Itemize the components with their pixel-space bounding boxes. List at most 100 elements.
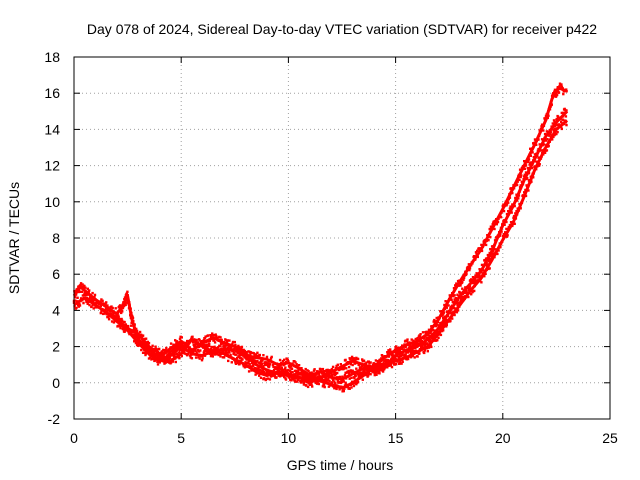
data-point (274, 362, 277, 365)
data-point (93, 293, 97, 297)
data-point (240, 345, 244, 349)
data-point (135, 329, 139, 333)
data-point (503, 223, 506, 226)
data-point (328, 379, 331, 383)
data-point (489, 248, 492, 251)
data-point (196, 348, 200, 352)
data-point (143, 348, 146, 352)
data-point (280, 366, 283, 369)
data-point (443, 315, 447, 318)
data-point (429, 344, 432, 347)
data-point (322, 384, 326, 387)
x-axis-label: GPS time / hours (287, 457, 394, 473)
data-point (105, 301, 108, 304)
data-point (434, 320, 437, 323)
data-point (164, 360, 167, 364)
data-point (377, 361, 380, 364)
data-point (178, 357, 181, 360)
data-point (499, 226, 503, 230)
data-point (125, 296, 128, 299)
data-point (228, 351, 231, 354)
data-point (406, 357, 410, 361)
data-point (350, 376, 353, 379)
data-point (490, 227, 494, 230)
data-point (552, 129, 556, 132)
data-point (309, 372, 312, 376)
data-point (129, 332, 132, 335)
data-point (265, 377, 268, 381)
data-point (142, 344, 145, 348)
data-point (452, 310, 455, 313)
data-point (451, 292, 454, 296)
data-point (85, 300, 88, 304)
data-point (182, 344, 185, 348)
data-point (202, 340, 205, 343)
data-point (173, 354, 176, 357)
data-point (454, 308, 457, 311)
data-point (156, 350, 160, 354)
data-point (515, 213, 519, 216)
data-point (539, 157, 543, 160)
data-point (320, 371, 323, 374)
data-point (517, 207, 520, 210)
data-point (271, 361, 274, 364)
data-point (115, 317, 118, 321)
data-point (124, 323, 127, 326)
data-point (186, 339, 189, 343)
data-point (543, 132, 547, 136)
data-point (249, 353, 252, 356)
data-point (404, 353, 407, 356)
data-point (395, 354, 398, 358)
data-point (524, 171, 528, 174)
data-point (240, 347, 243, 351)
y-tick-label: 14 (44, 121, 60, 137)
data-point (456, 293, 459, 296)
data-point (87, 297, 91, 301)
data-point (140, 348, 143, 352)
data-point (91, 301, 95, 304)
data-point (305, 384, 308, 387)
data-point (177, 354, 180, 358)
data-point (360, 371, 363, 374)
data-point (378, 372, 381, 375)
data-point (268, 365, 271, 368)
data-point (256, 369, 260, 372)
data-point (440, 310, 444, 313)
data-point (545, 149, 549, 152)
data-point (292, 363, 295, 367)
data-point (256, 359, 259, 363)
data-point (390, 350, 393, 353)
data-point (248, 362, 251, 366)
data-point (112, 321, 116, 324)
data-point (259, 376, 263, 379)
data-point (423, 349, 426, 352)
data-point (464, 286, 467, 289)
data-point (119, 326, 122, 330)
data-point (387, 355, 391, 358)
data-point (74, 293, 78, 296)
data-point (216, 346, 220, 349)
data-point (190, 357, 194, 360)
data-point (163, 350, 167, 354)
data-point (550, 135, 553, 139)
data-point (338, 388, 341, 391)
data-point (197, 350, 201, 353)
data-point (508, 196, 512, 199)
data-point (534, 155, 537, 158)
data-point (560, 111, 563, 115)
data-point (438, 316, 441, 319)
data-point (483, 258, 487, 262)
data-point (506, 199, 509, 202)
data-point (403, 349, 406, 352)
data-point (296, 380, 299, 383)
data-point (212, 339, 216, 342)
data-point (542, 124, 546, 127)
data-point (352, 357, 356, 360)
data-point (188, 346, 191, 349)
data-point (493, 255, 496, 259)
data-point (518, 168, 522, 171)
data-point (440, 326, 443, 329)
data-point (496, 252, 499, 256)
data-point (315, 382, 319, 385)
data-point (340, 380, 344, 384)
